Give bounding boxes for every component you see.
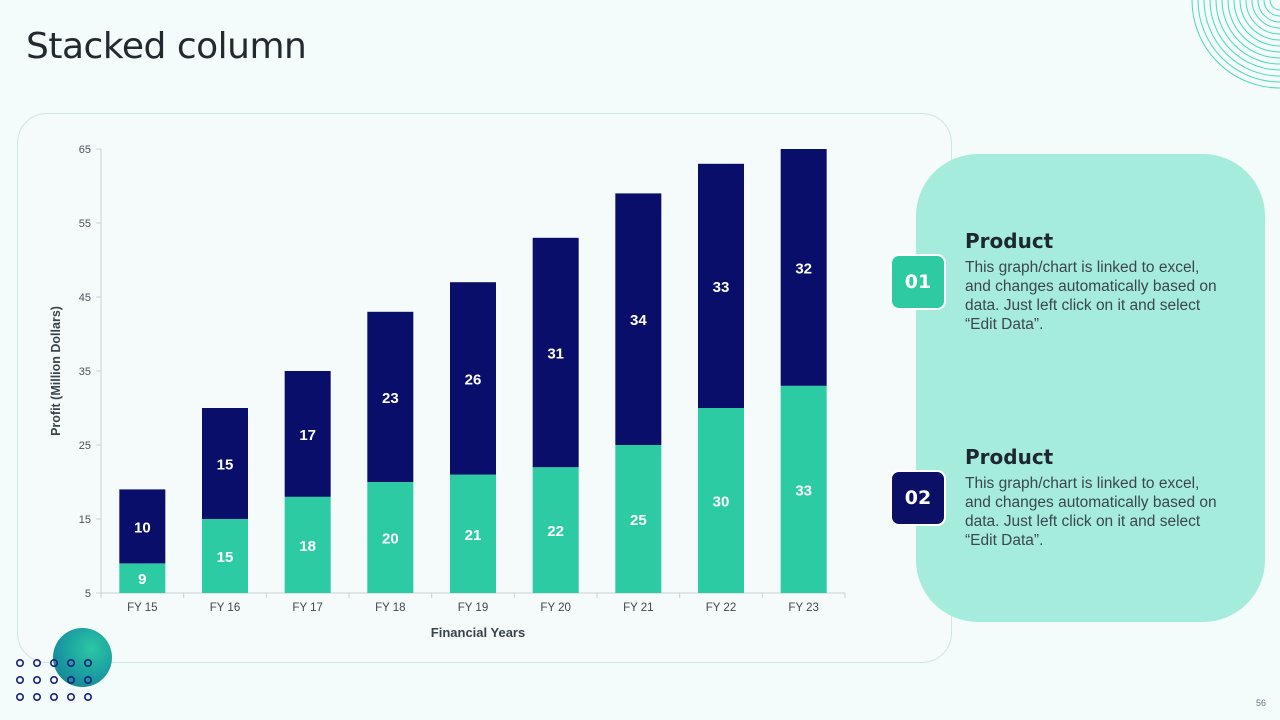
x-tick-label: FY 20 <box>540 602 570 614</box>
chart-data-labels: 9 10 15 15 18 17 20 23 21 26 22 31 25 34 30 33 33 32 <box>134 260 812 588</box>
bar-segment[interactable] <box>780 149 827 386</box>
bar-value-label: 33 <box>795 482 812 499</box>
product-number-badge-02: 02 <box>892 472 944 524</box>
y-tick-label: 35 <box>79 366 91 378</box>
y-axis: 5 15 25 35 45 55 65 <box>79 144 102 600</box>
bar-segment[interactable] <box>532 467 579 593</box>
product-number-badge-01: 01 <box>892 256 944 308</box>
bar-segment[interactable] <box>698 408 744 593</box>
bar-value-label: 21 <box>465 527 482 544</box>
bar-segment[interactable] <box>450 474 496 593</box>
bar-value-label: 31 <box>547 346 564 363</box>
bar-value-label: 30 <box>713 494 730 511</box>
bar-value-label: 26 <box>465 371 482 388</box>
y-axis-title: Profit (Million Dollars) <box>49 306 63 436</box>
x-tick-label: FY 23 <box>788 602 818 614</box>
x-tick-label: FY 17 <box>292 602 322 614</box>
y-tick-label: 55 <box>79 218 91 230</box>
bar-value-label: 18 <box>299 538 316 555</box>
bar-segment[interactable] <box>615 193 662 445</box>
bar-value-label: 17 <box>299 427 316 444</box>
concentric-rings-decoration <box>1191 0 1280 89</box>
bar-segment[interactable] <box>780 385 827 593</box>
bar-segment[interactable] <box>698 163 744 408</box>
bar-value-label: 20 <box>382 531 399 548</box>
bar-segment[interactable] <box>532 237 579 468</box>
bar-segment[interactable] <box>367 482 414 593</box>
y-tick-label: 45 <box>79 292 91 304</box>
bar-value-label: 23 <box>382 390 399 407</box>
y-tick-label: 5 <box>85 588 91 600</box>
x-tick-label: FY 18 <box>375 602 405 614</box>
bar-value-label: 33 <box>713 279 730 296</box>
x-tick-label: FY 19 <box>458 602 488 614</box>
x-tick-label: FY 22 <box>706 602 736 614</box>
bar-segment[interactable] <box>450 282 496 475</box>
slide-title: Stacked column <box>26 26 307 67</box>
product-info-panel <box>916 154 1265 622</box>
bar-segment[interactable] <box>202 408 248 519</box>
x-tick-label: FY 16 <box>210 602 240 614</box>
gradient-circle-decoration <box>53 628 112 687</box>
dot-grid-decoration <box>15 658 93 701</box>
x-tick-label: FY 21 <box>623 602 653 614</box>
y-tick-label: 65 <box>79 144 91 156</box>
product-title-01: Product <box>965 229 1054 253</box>
bar-value-label: 9 <box>138 571 146 588</box>
bar-segment[interactable] <box>119 489 166 564</box>
bar-value-label: 32 <box>795 260 812 277</box>
y-tick-label: 15 <box>79 514 91 526</box>
y-tick-label: 25 <box>79 440 91 452</box>
bar-value-label: 10 <box>134 519 151 536</box>
page-number: 56 <box>1255 698 1266 708</box>
x-axis-title: Financial Years <box>431 625 525 640</box>
bar-segment[interactable] <box>119 563 166 593</box>
chart-bars <box>119 149 827 593</box>
bar-value-label: 34 <box>630 312 647 329</box>
x-tick-label: FY 15 <box>127 602 157 614</box>
product-description-01: This graph/chart is linked to excel, and… <box>965 259 1217 333</box>
bar-segment[interactable] <box>615 445 662 593</box>
bar-segment[interactable] <box>367 311 414 482</box>
bar-segment[interactable] <box>284 371 331 497</box>
bar-value-label: 22 <box>547 523 564 540</box>
x-axis: FY 15 FY 16 FY 17 FY 18 FY 19 FY 20 FY 21 FY 22… <box>100 592 846 614</box>
bar-value-label: 15 <box>217 457 234 474</box>
bar-segment[interactable] <box>284 496 331 593</box>
bar-value-label: 25 <box>630 512 647 529</box>
bar-value-label: 15 <box>217 549 234 566</box>
product-description-02: This graph/chart is linked to excel, and… <box>965 475 1217 549</box>
product-title-02: Product <box>965 445 1054 469</box>
bar-segment[interactable] <box>202 519 248 593</box>
